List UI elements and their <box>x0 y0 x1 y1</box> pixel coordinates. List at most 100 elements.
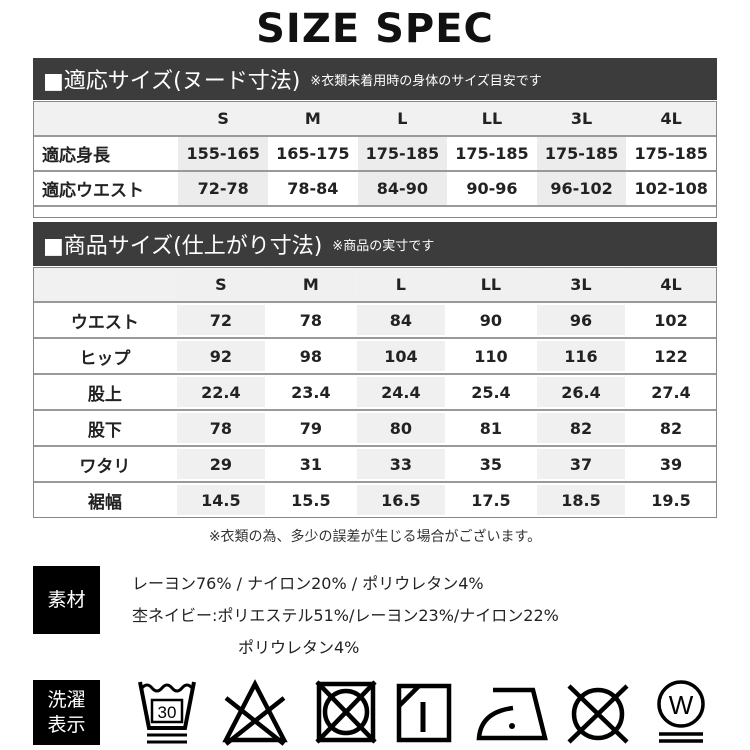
table-cell: 102-108 <box>634 179 708 198</box>
table-cell: 82 <box>536 413 625 443</box>
table-cell: 78-84 <box>287 179 339 198</box>
table-cell: 27.4 <box>626 377 716 407</box>
table-cell: 175-185 <box>357 137 448 170</box>
table-row: 適応ウエスト 72-78 78-84 84-90 90-96 96-102 102-108 <box>34 170 716 205</box>
table-row: 股下 78 79 80 81 82 82 <box>34 409 716 445</box>
gentle-wet-clean-icon: W <box>657 680 705 743</box>
table-cell: 116 <box>536 341 625 371</box>
table-cell: 33 <box>356 449 445 479</box>
table-cell: 79 <box>266 413 355 443</box>
size-header-4L: 4L <box>660 109 682 128</box>
table-cell: 175-185 <box>634 144 708 163</box>
table-cell: 37 <box>536 449 625 479</box>
size-header-LL: LL <box>481 109 503 128</box>
svg-text:30: 30 <box>158 703 177 722</box>
table-cell: 29 <box>176 449 265 479</box>
table-cell: 24.4 <box>356 377 445 407</box>
table-cell: 15.5 <box>266 485 355 515</box>
size-header-S: S <box>176 270 265 299</box>
material-line: ポリウレタン4% <box>238 638 360 657</box>
material-label: 素材 <box>33 566 100 634</box>
table-cell: 175-185 <box>455 144 529 163</box>
table-cell: 72 <box>176 305 265 335</box>
table-cell: 23.4 <box>266 377 355 407</box>
header-blank <box>34 268 176 301</box>
table-cell: 22.4 <box>176 377 265 407</box>
row-label: ウエスト <box>70 312 139 333</box>
care-label-line: 洗濯 <box>47 688 86 711</box>
care-label-line: 表示 <box>47 713 86 736</box>
table-row: ウエスト 72 78 84 90 96 102 <box>34 301 716 337</box>
section-header-product-size: ■商品サイズ(仕上がり寸法) ※商品の実寸です <box>33 222 717 266</box>
table-cell: 18.5 <box>536 485 625 515</box>
row-label: 股下 <box>87 420 122 441</box>
row-label: 裾幅 <box>87 492 122 513</box>
table-cell: 31 <box>266 449 355 479</box>
table-cell: 155-165 <box>178 137 268 170</box>
table-cell: 104 <box>356 341 445 371</box>
table-cell: 98 <box>266 341 355 371</box>
material-line: 杢ネイビー:ポリエステル51%/レーヨン23%/ナイロン22% <box>132 606 559 625</box>
table-cell: 26.4 <box>536 377 625 407</box>
size-header-L: L <box>397 109 408 128</box>
table-cell: 110 <box>446 341 535 371</box>
disclaimer: ※衣類の為、多少の誤差が生じる場合がございます。 <box>208 529 542 545</box>
material-line: レーヨン76% / ナイロン20% / ポリウレタン4% <box>132 574 484 593</box>
size-header-row: S M L LL 3L 4L <box>34 268 716 301</box>
size-header-S: S <box>217 109 229 128</box>
size-header-3L: 3L <box>536 270 625 299</box>
page-title: SIZE SPEC <box>256 6 494 52</box>
product-size-table: S M L LL 3L 4L ウエスト 72 78 84 90 96 102 ヒップ 92 98 104 110 1… <box>33 267 717 518</box>
table-cell: 16.5 <box>356 485 445 515</box>
no-dry-clean-icon <box>567 684 629 744</box>
table-cell: 39 <box>626 449 716 479</box>
table-spacer <box>34 205 716 217</box>
table-cell: 78 <box>176 413 265 443</box>
care-label: 洗濯 表示 <box>33 680 100 745</box>
row-label: 適応ウエスト <box>42 181 144 201</box>
table-cell: 122 <box>626 341 716 371</box>
table-cell: 82 <box>626 413 716 443</box>
svg-text:W: W <box>669 690 694 720</box>
row-label: ワタリ <box>79 456 131 477</box>
no-tumble-dry-icon <box>315 680 377 744</box>
size-header-L: L <box>356 270 445 299</box>
header-blank <box>34 102 178 135</box>
section-note: ※衣類未着用時の身体のサイズ目安です <box>310 73 542 89</box>
row-label: 適応身長 <box>42 146 110 166</box>
table-cell: 175-185 <box>536 137 627 170</box>
iron-low-icon <box>476 687 548 741</box>
row-label: 股上 <box>87 384 122 405</box>
table-cell: 90 <box>446 305 535 335</box>
table-cell: 25.4 <box>446 377 535 407</box>
table-cell: 17.5 <box>446 485 535 515</box>
section-header-nude-size: ■適応サイズ(ヌード寸法) ※衣類未着用時の身体のサイズ目安です <box>33 58 717 100</box>
table-cell: 19.5 <box>626 485 716 515</box>
table-cell: 81 <box>446 413 535 443</box>
nude-size-table: S M L LL 3L 4L 適応身長 155-165 165-175 175-185 175-18… <box>33 101 717 218</box>
wash-30-gentle-icon: 30 <box>138 681 196 744</box>
table-cell: 84 <box>356 305 445 335</box>
drip-dry-shade-icon <box>396 683 452 743</box>
table-row: ヒップ 92 98 104 110 116 122 <box>34 337 716 373</box>
table-cell: 78 <box>266 305 355 335</box>
table-cell: 35 <box>446 449 535 479</box>
table-row: 股上 22.4 23.4 24.4 25.4 26.4 27.4 <box>34 373 716 409</box>
size-header-M: M <box>304 109 321 128</box>
size-header-row: S M L LL 3L 4L <box>34 102 716 135</box>
table-cell: 84-90 <box>357 172 448 205</box>
table-row: 適応身長 155-165 165-175 175-185 175-185 175-185 1… <box>34 135 716 170</box>
table-cell: 92 <box>176 341 265 371</box>
table-row: 裾幅 14.5 15.5 16.5 17.5 18.5 19.5 <box>34 481 716 517</box>
table-cell: 14.5 <box>176 485 265 515</box>
table-cell: 80 <box>356 413 445 443</box>
table-row: ワタリ 29 31 33 35 37 39 <box>34 445 716 481</box>
size-header-3L: 3L <box>570 109 593 128</box>
size-header-LL: LL <box>446 270 535 299</box>
table-cell: 96 <box>536 305 625 335</box>
table-cell: 102 <box>626 305 716 335</box>
section-note: ※商品の実寸です <box>332 238 435 254</box>
size-header-M: M <box>266 270 355 299</box>
row-label: ヒップ <box>79 348 131 369</box>
section-title: ■商品サイズ(仕上がり寸法) <box>43 234 323 259</box>
